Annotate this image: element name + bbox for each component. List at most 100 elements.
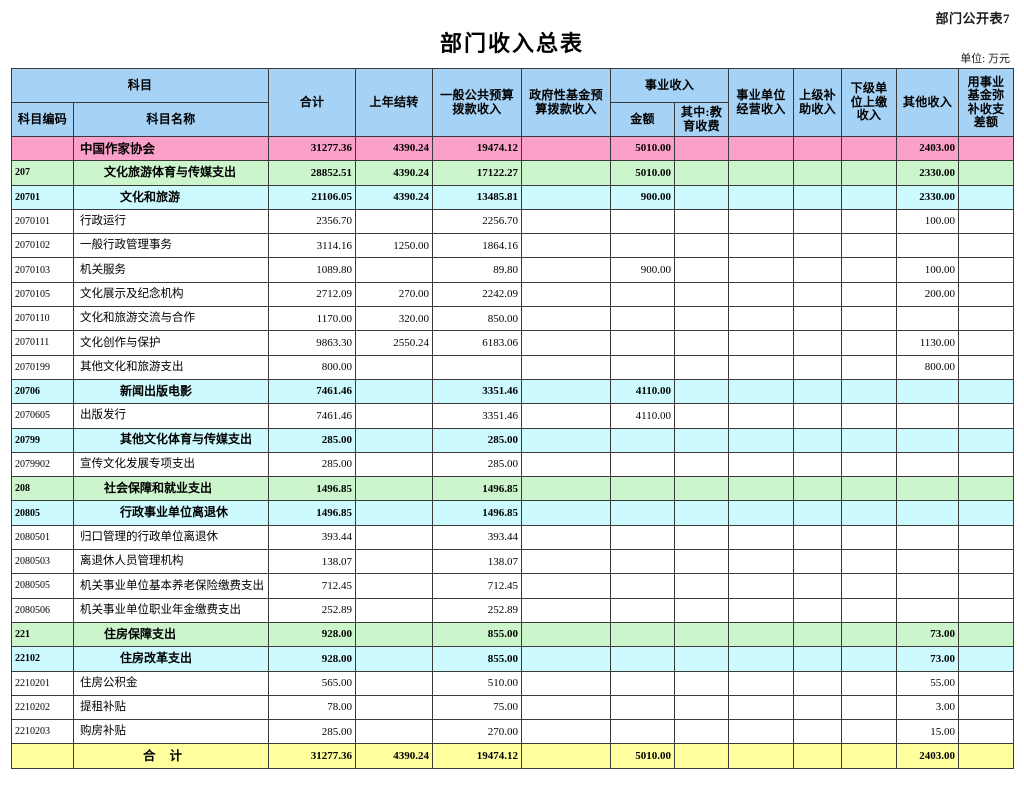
header-carryover: 上年结转 [355, 68, 434, 137]
cell-total: 800.00 [268, 354, 357, 380]
cell-general-budget: 393.44 [432, 524, 523, 551]
cell-name: 文化创作与保护 [72, 330, 270, 356]
table-row: 2070105 文化展示及纪念机构 2712.09 270.00 2242.09 200.… [11, 281, 1015, 308]
cell-general-budget: 1864.16 [432, 233, 523, 259]
cell-operating-amount [610, 719, 676, 745]
cell-general-budget: 13485.81 [432, 184, 523, 210]
cell-fund-offset [958, 184, 1015, 210]
cell-operating-edu-fee [674, 378, 730, 405]
cell-fund-offset [958, 621, 1015, 648]
cell-code: 2080503 [11, 549, 74, 575]
cell-gov-fund [521, 670, 612, 696]
cell-upper-subsidy [793, 476, 843, 502]
cell-gov-fund [521, 524, 612, 551]
cell-total: 252.89 [268, 597, 357, 623]
cell-other-income: 2330.00 [896, 184, 960, 210]
cell-carryover [355, 354, 434, 380]
table-header: 科目 合计 上年结转 一般公共预算拨款收入 政府性基金预算拨款收入 事业收入 事… [10, 68, 1015, 137]
cell-name: 新闻出版电影 [72, 378, 270, 405]
cell-other-income: 15.00 [896, 719, 960, 745]
header-operating-amount: 金额 [610, 102, 676, 137]
cell-operating-edu-fee [674, 281, 730, 308]
cell-code: 2080505 [11, 573, 74, 599]
cell-other-income [896, 378, 960, 405]
cell-operating-amount [610, 330, 676, 356]
cell-gov-fund [521, 476, 612, 502]
cell-fund-offset [958, 306, 1015, 332]
cell-upper-subsidy [793, 306, 843, 332]
cell-general-budget: 2242.09 [432, 281, 523, 308]
cell-fund-offset [958, 597, 1015, 623]
cell-unit-business [728, 160, 795, 186]
cell-fund-offset [958, 160, 1015, 186]
cell-unit-business [728, 549, 795, 575]
cell-name: 合计 [72, 743, 270, 769]
cell-code: 2070605 [11, 403, 74, 429]
cell-unit-business [728, 403, 795, 429]
header-other-income: 其他收入 [896, 68, 960, 137]
cell-lower-remit [841, 135, 898, 162]
table-row: 2080503 离退休人员管理机构 138.07 138.07 [11, 549, 1015, 575]
cell-total: 393.44 [268, 524, 357, 551]
cell-general-budget: 89.80 [432, 257, 523, 283]
cell-gov-fund [521, 257, 612, 283]
header-general-budget: 一般公共预算拨款收入 [432, 68, 523, 137]
cell-total: 712.45 [268, 573, 357, 599]
cell-name: 其他文化体育与传媒支出 [72, 427, 270, 453]
cell-operating-edu-fee [674, 719, 730, 745]
cell-lower-remit [841, 233, 898, 259]
cell-code: 2070199 [11, 354, 74, 380]
cell-upper-subsidy [793, 184, 843, 210]
cell-code: 2070102 [11, 233, 74, 259]
table-row: 2080505 机关事业单位基本养老保险缴费支出 712.45 712.45 [11, 573, 1015, 599]
cell-gov-fund [521, 403, 612, 429]
cell-operating-amount [610, 500, 676, 526]
cell-carryover: 2550.24 [355, 330, 434, 356]
cell-upper-subsidy [793, 330, 843, 356]
cell-upper-subsidy [793, 719, 843, 745]
cell-operating-amount: 4110.00 [610, 378, 676, 405]
cell-carryover [355, 549, 434, 575]
cell-other-income [896, 524, 960, 551]
cell-carryover [355, 719, 434, 745]
cell-unit-business [728, 621, 795, 648]
cell-upper-subsidy [793, 670, 843, 696]
cell-name: 宣传文化发展专项支出 [72, 451, 270, 478]
cell-lower-remit [841, 378, 898, 405]
cell-name: 机关事业单位基本养老保险缴费支出 [72, 573, 270, 599]
cell-operating-edu-fee [674, 135, 730, 162]
cell-code: 207 [11, 160, 74, 186]
cell-unit-business [728, 597, 795, 623]
cell-operating-edu-fee [674, 597, 730, 623]
cell-operating-edu-fee [674, 646, 730, 672]
cell-carryover [355, 524, 434, 551]
cell-total: 285.00 [268, 451, 357, 478]
cell-fund-offset [958, 281, 1015, 308]
cell-total: 78.00 [268, 694, 357, 721]
cell-other-income: 3.00 [896, 694, 960, 721]
header-subject-group: 科目 [10, 68, 270, 103]
cell-operating-edu-fee [674, 670, 730, 696]
cell-operating-amount: 5010.00 [610, 743, 676, 769]
cell-carryover [355, 621, 434, 648]
cell-name: 离退休人员管理机构 [72, 549, 270, 575]
cell-name: 机关服务 [72, 257, 270, 283]
cell-operating-amount: 900.00 [610, 184, 676, 210]
cell-gov-fund [521, 549, 612, 575]
budget-table: 科目 合计 上年结转 一般公共预算拨款收入 政府性基金预算拨款收入 事业收入 事… [10, 68, 1015, 769]
cell-carryover [355, 694, 434, 721]
cell-general-budget: 1496.85 [432, 476, 523, 502]
table-row: 2070111 文化创作与保护 9863.30 2550.24 6183.06 1130.… [11, 330, 1015, 356]
cell-gov-fund [521, 160, 612, 186]
cell-total: 1170.00 [268, 306, 357, 332]
cell-other-income [896, 500, 960, 526]
cell-fund-offset [958, 476, 1015, 502]
table-row: 合计 31277.36 4390.24 19474.12 5010.00 2403.00 [11, 743, 1015, 769]
cell-operating-edu-fee [674, 354, 730, 380]
cell-general-budget [432, 354, 523, 380]
cell-unit-business [728, 135, 795, 162]
cell-fund-offset [958, 330, 1015, 356]
cell-fund-offset [958, 354, 1015, 380]
cell-upper-subsidy [793, 597, 843, 623]
cell-other-income [896, 451, 960, 478]
